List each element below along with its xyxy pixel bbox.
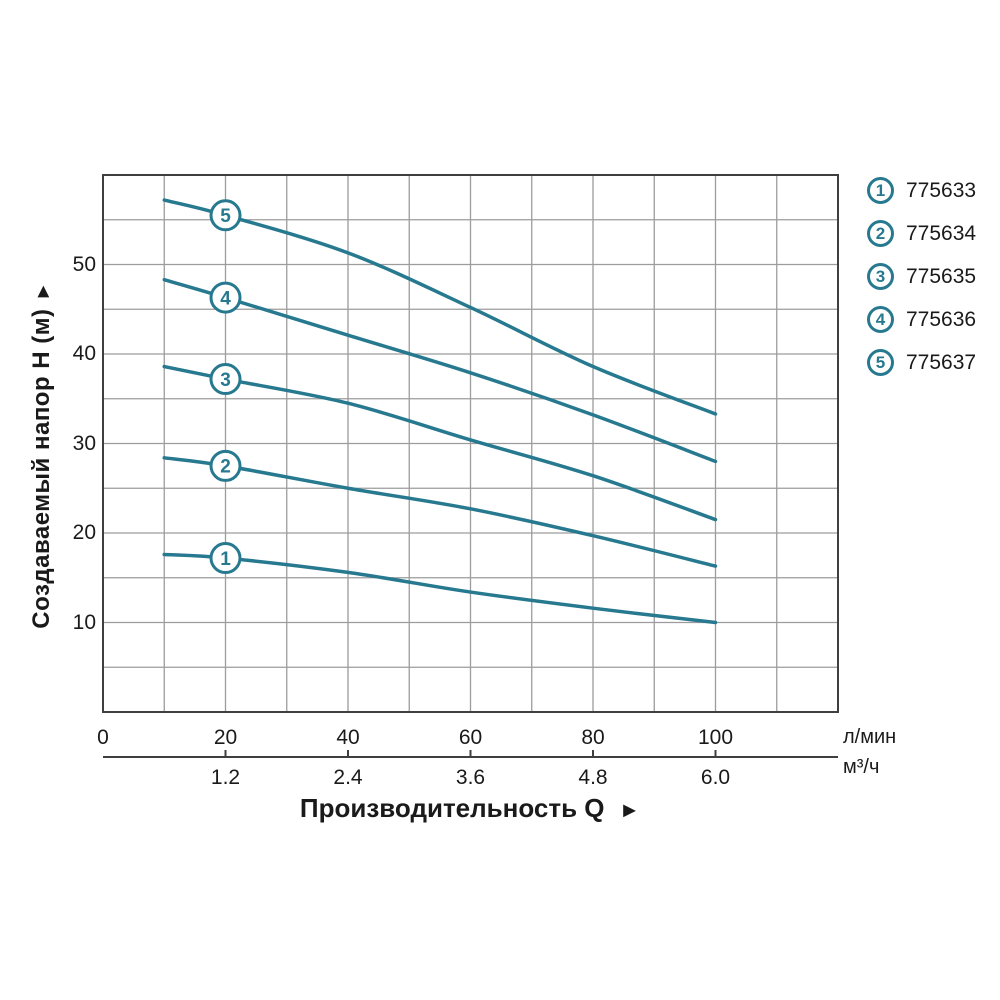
x-primary-tick-label: 100: [697, 726, 734, 749]
curve-1: [162, 552, 718, 625]
plot-border: [102, 174, 839, 713]
legend-circled-number-1: 1: [867, 177, 894, 204]
curve-marker-circle-1: [209, 542, 242, 575]
x-primary-tick-label: 0: [97, 726, 109, 749]
y-tick-label: 10: [72, 610, 96, 634]
right-arrow-icon: ►: [618, 798, 641, 822]
legend-circled-number-4: 4: [867, 306, 894, 333]
curve-2: [162, 456, 718, 568]
legend-item-775636: 4 775636: [867, 306, 976, 333]
y-tick-label: 20: [72, 521, 96, 544]
legend-circled-number-5: 5: [867, 349, 894, 376]
x-axis-title-text: Производительность Q: [299, 793, 605, 823]
curve-marker-number-5: 5: [220, 206, 231, 227]
x-primary-tick-label: 20: [213, 726, 238, 749]
legend-circled-number-2: 2: [867, 220, 894, 247]
x-axis-title: Производительность Q ►: [270, 793, 670, 824]
x-secondary-tick-label: 3.6: [455, 766, 486, 789]
curve-marker-circle-4: [209, 281, 242, 314]
x-primary-tick-label: 60: [458, 726, 483, 749]
legend-model-number: 775635: [906, 264, 977, 288]
x-secondary-tick-label: 2.4: [333, 766, 363, 789]
x-secondary-tick-label: 6.0: [700, 766, 731, 789]
curve-marker-number-1: 1: [220, 549, 231, 570]
curve-marker-number-2: 2: [220, 457, 231, 478]
y-tick-label: 50: [72, 252, 96, 276]
curve-marker-number-3: 3: [220, 370, 231, 391]
y-tick-label: 40: [72, 342, 96, 365]
legend-model-number: 775633: [906, 178, 977, 202]
curve-4: [162, 277, 718, 464]
legend-item-775633: 1 775633: [867, 177, 976, 204]
curve-marker-circle-2: [209, 449, 242, 482]
up-arrow-icon: ►: [32, 281, 54, 302]
legend-model-number: 775637: [906, 350, 977, 374]
legend-model-number: 775634: [906, 221, 977, 245]
curve-marker-circle-3: [209, 363, 242, 396]
x-primary-tick-label: 40: [336, 726, 360, 749]
x-secondary-tick-label: 4.8: [578, 766, 608, 789]
curve-marker-circle-5: [209, 199, 242, 232]
secondary-unit-label: м³/ч: [843, 756, 880, 778]
curve-marker-number-4: 4: [220, 288, 231, 309]
legend-item-775635: 3 775635: [867, 263, 976, 290]
legend-model-number: 775636: [906, 307, 977, 331]
legend-item-775637: 5 775637: [867, 349, 976, 376]
x-primary-tick-label: 80: [581, 726, 605, 749]
x-secondary-tick-label: 1.2: [210, 766, 241, 789]
legend: 1 775633 2 775634 3 775635 4 775636 5 775637: [867, 177, 976, 392]
legend-circled-number-3: 3: [867, 263, 894, 290]
primary-unit-label: л/мин: [843, 726, 897, 748]
legend-item-775634: 2 775634: [867, 220, 976, 247]
y-tick-label: 30: [72, 431, 96, 455]
